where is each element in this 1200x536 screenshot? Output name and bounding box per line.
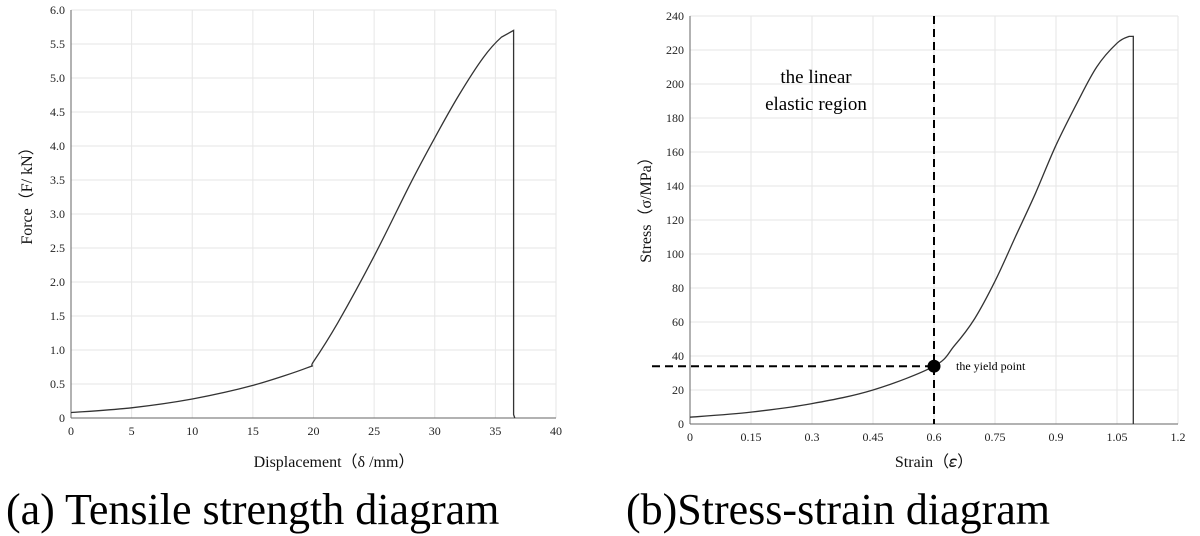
yield-point-marker bbox=[927, 359, 941, 373]
y-tick-label: 220 bbox=[666, 43, 684, 57]
x-tick-label: 0.45 bbox=[863, 430, 884, 444]
x-tick-label: 0 bbox=[68, 424, 74, 438]
x-tick-label: 25 bbox=[368, 424, 380, 438]
y-tick-label: 0.5 bbox=[50, 377, 65, 391]
y-tick-label: 2.0 bbox=[50, 275, 65, 289]
y-tick-label: 5.0 bbox=[50, 71, 65, 85]
y-tick-label: 60 bbox=[672, 315, 684, 329]
chart-b-xlabel: Strain（𝜀） bbox=[895, 453, 973, 471]
x-tick-label: 0.75 bbox=[985, 430, 1006, 444]
x-tick-label: 0.6 bbox=[927, 430, 942, 444]
x-tick-label: 0.9 bbox=[1049, 430, 1064, 444]
y-tick-label: 0 bbox=[678, 417, 684, 431]
y-tick-label: 1.0 bbox=[50, 343, 65, 357]
caption-a: (a) Tensile strength diagram bbox=[6, 485, 499, 534]
y-tick-label: 40 bbox=[672, 349, 684, 363]
chart-a-ylabel: Force（F/ kN） bbox=[18, 139, 36, 244]
chart-b-ylabel: Stress（σ/MPa） bbox=[637, 149, 655, 263]
y-tick-label: 6.0 bbox=[50, 3, 65, 17]
linear-region-label-line2: elastic region bbox=[765, 94, 867, 115]
yield-point-label: the yield point bbox=[956, 359, 1026, 373]
y-tick-label: 160 bbox=[666, 145, 684, 159]
y-tick-label: 4.5 bbox=[50, 105, 65, 119]
series-line bbox=[70, 29, 516, 419]
y-tick-label: 3.5 bbox=[50, 173, 65, 187]
y-tick-label: 80 bbox=[672, 281, 684, 295]
x-tick-label: 0.3 bbox=[805, 430, 820, 444]
y-tick-label: 120 bbox=[666, 213, 684, 227]
x-tick-label: 30 bbox=[429, 424, 441, 438]
tensile-strength-chart: 0 5 10 15 20 25 30 35 40 0 0.5 1.0 1.5 2.0 2.5 3.0 3.5 4.… bbox=[50, 3, 562, 438]
y-tick-label: 2.5 bbox=[50, 241, 65, 255]
x-tick-label: 35 bbox=[489, 424, 501, 438]
linear-region-label-line1: the linear bbox=[780, 67, 852, 88]
y-tick-label: 240 bbox=[666, 9, 684, 23]
y-tick-label: 0 bbox=[59, 411, 65, 425]
y-tick-label: 5.5 bbox=[50, 37, 65, 51]
x-tick-label: 1.05 bbox=[1107, 430, 1128, 444]
y-tick-label: 100 bbox=[666, 247, 684, 261]
x-tick-label: 10 bbox=[186, 424, 198, 438]
y-tick-label: 200 bbox=[666, 77, 684, 91]
x-tick-label: 1.2 bbox=[1171, 430, 1186, 444]
x-tick-label: 0 bbox=[687, 430, 693, 444]
chart-a-xlabel: Displacement（δ /mm） bbox=[254, 453, 415, 471]
x-tick-label: 0.15 bbox=[741, 430, 762, 444]
x-tick-label: 40 bbox=[550, 424, 562, 438]
series-line bbox=[689, 35, 1134, 424]
y-tick-label: 20 bbox=[672, 383, 684, 397]
y-tick-label: 4.0 bbox=[50, 139, 65, 153]
y-tick-label: 1.5 bbox=[50, 309, 65, 323]
x-tick-label: 15 bbox=[247, 424, 259, 438]
x-tick-label: 5 bbox=[129, 424, 135, 438]
y-tick-label: 180 bbox=[666, 111, 684, 125]
caption-b: (b)Stress-strain diagram bbox=[626, 485, 1050, 534]
y-tick-label: 3.0 bbox=[50, 207, 65, 221]
y-tick-label: 140 bbox=[666, 179, 684, 193]
stress-strain-chart: 0 0.15 0.3 0.45 0.6 0.75 0.9 1.05 1.2 0 20 40 60 80 10… bbox=[652, 9, 1186, 444]
x-tick-label: 20 bbox=[308, 424, 320, 438]
